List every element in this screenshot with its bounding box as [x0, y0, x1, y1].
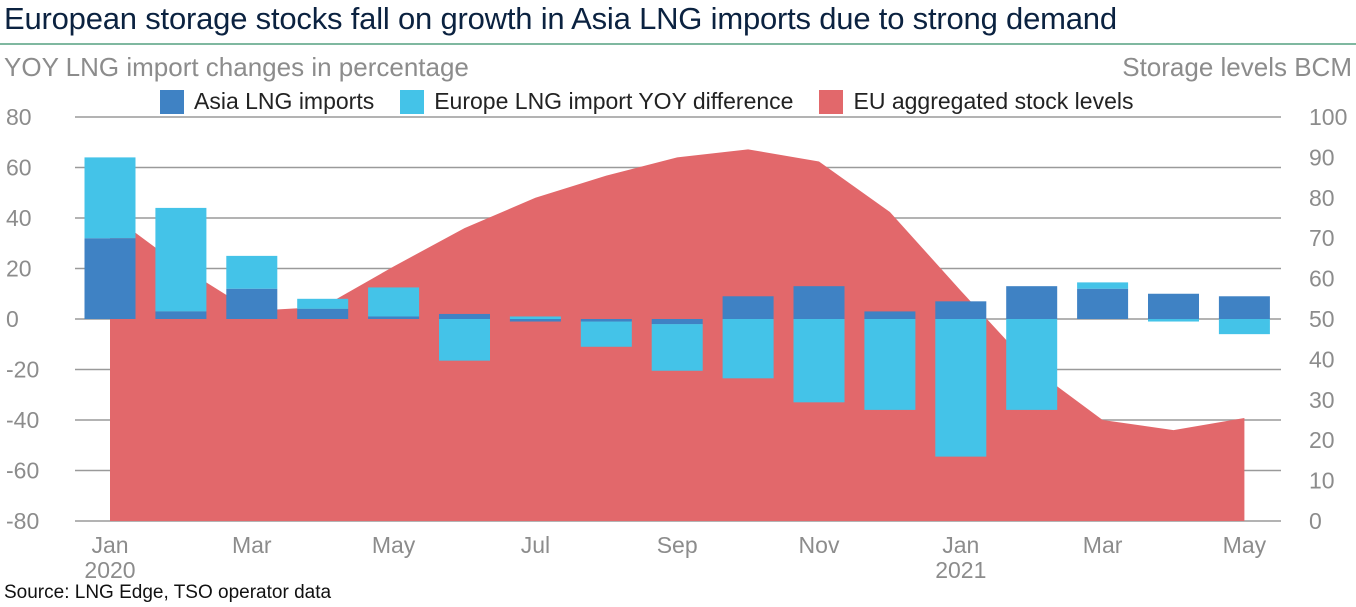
x-tick-label: May	[1223, 532, 1267, 558]
bar-europe	[722, 319, 774, 379]
right-tick-label: 30	[1309, 387, 1335, 413]
x-tick-label: Jul	[521, 532, 550, 558]
left-tick-label: 40	[6, 205, 32, 231]
left-tick-label: -80	[6, 508, 39, 534]
bar-asia	[509, 319, 561, 322]
left-tick-label: 60	[6, 155, 32, 181]
legend-swatch-asia	[160, 89, 184, 114]
right-axis-title: Storage levels BCM	[1122, 52, 1352, 82]
legend-item-storage: EU aggregated stock levels	[819, 88, 1133, 115]
right-tick-label: 100	[1309, 104, 1347, 130]
left-tick-label: 80	[6, 104, 32, 130]
left-axis-title: YOY LNG import changes in percentage	[4, 52, 469, 82]
left-tick-label: 20	[6, 256, 32, 282]
bar-europe	[155, 207, 207, 312]
bar-asia	[1148, 293, 1199, 319]
right-tick-label: 40	[1309, 346, 1335, 372]
bar-layer	[84, 157, 1270, 457]
bar-europe	[580, 321, 632, 347]
legend-item-asia: Asia LNG imports	[160, 88, 374, 115]
bar-asia	[439, 313, 490, 319]
bar-asia	[226, 288, 278, 319]
bar-europe	[509, 316, 561, 319]
bar-europe	[1218, 319, 1270, 335]
left-axis-ticks: 80 60 40 20 0 -20 -40 -60 -80	[6, 104, 39, 534]
bar-europe	[226, 255, 278, 289]
bar-europe	[84, 157, 136, 239]
bar-europe	[793, 319, 845, 403]
legend-label-asia: Asia LNG imports	[194, 88, 375, 114]
bar-asia	[84, 238, 136, 319]
legend-swatch-europe	[400, 89, 425, 114]
bar-asia	[1077, 288, 1129, 319]
bar-europe	[368, 287, 420, 317]
bar-asia	[722, 296, 774, 319]
legend-label-storage: EU aggregated stock levels	[853, 88, 1134, 114]
bar-asia	[155, 311, 207, 319]
source-note: Source: LNG Edge, TSO operator data	[4, 582, 332, 603]
right-tick-label: 70	[1309, 225, 1335, 251]
bar-europe	[1006, 319, 1058, 410]
bar-asia	[368, 316, 420, 319]
bar-asia	[864, 311, 916, 319]
legend-item-europe: Europe LNG import YOY difference	[400, 88, 793, 115]
bar-asia	[651, 319, 703, 325]
bar-europe	[651, 324, 703, 371]
bar-europe	[935, 319, 987, 457]
bar-asia	[1218, 296, 1270, 319]
right-tick-label: 20	[1309, 427, 1335, 453]
x-tick-label: Sep	[657, 532, 698, 558]
legend-label-europe: Europe LNG import YOY difference	[434, 88, 794, 114]
x-tick-label: Jan	[942, 532, 979, 558]
right-tick-label: 80	[1309, 185, 1335, 211]
bar-asia	[935, 301, 987, 319]
bar-europe	[864, 319, 916, 410]
bar-europe	[297, 298, 349, 309]
x-tick-label: Jan	[91, 532, 128, 558]
bar-asia	[1006, 286, 1058, 319]
bar-europe	[1148, 319, 1199, 322]
chart-title: European storage stocks fall on growth i…	[4, 1, 1117, 36]
left-tick-label: 0	[6, 306, 19, 332]
x-tick-label: Mar	[232, 532, 272, 558]
left-tick-label: -60	[6, 458, 39, 484]
right-tick-label: 90	[1309, 144, 1335, 170]
bar-asia	[297, 308, 349, 319]
bar-asia	[793, 286, 845, 319]
left-tick-label: -40	[6, 407, 39, 433]
right-tick-label: 10	[1309, 468, 1335, 494]
left-tick-label: -20	[6, 357, 39, 383]
bar-europe	[439, 319, 490, 361]
title-divider	[0, 43, 1356, 45]
x-tick-label: Mar	[1083, 532, 1123, 558]
x-tick-year-label: 2020	[84, 557, 135, 583]
right-tick-label: 50	[1309, 306, 1335, 332]
bar-europe	[1077, 282, 1129, 289]
legend: Asia LNG imports Europe LNG import YOY d…	[160, 88, 1159, 115]
x-tick-label: May	[372, 532, 416, 558]
x-tick-label: Nov	[799, 532, 840, 558]
legend-swatch-storage	[819, 89, 844, 114]
right-tick-label: 60	[1309, 266, 1335, 292]
bar-asia	[580, 319, 632, 322]
right-tick-label: 0	[1309, 508, 1322, 534]
x-tick-year-label: 2021	[935, 557, 986, 583]
